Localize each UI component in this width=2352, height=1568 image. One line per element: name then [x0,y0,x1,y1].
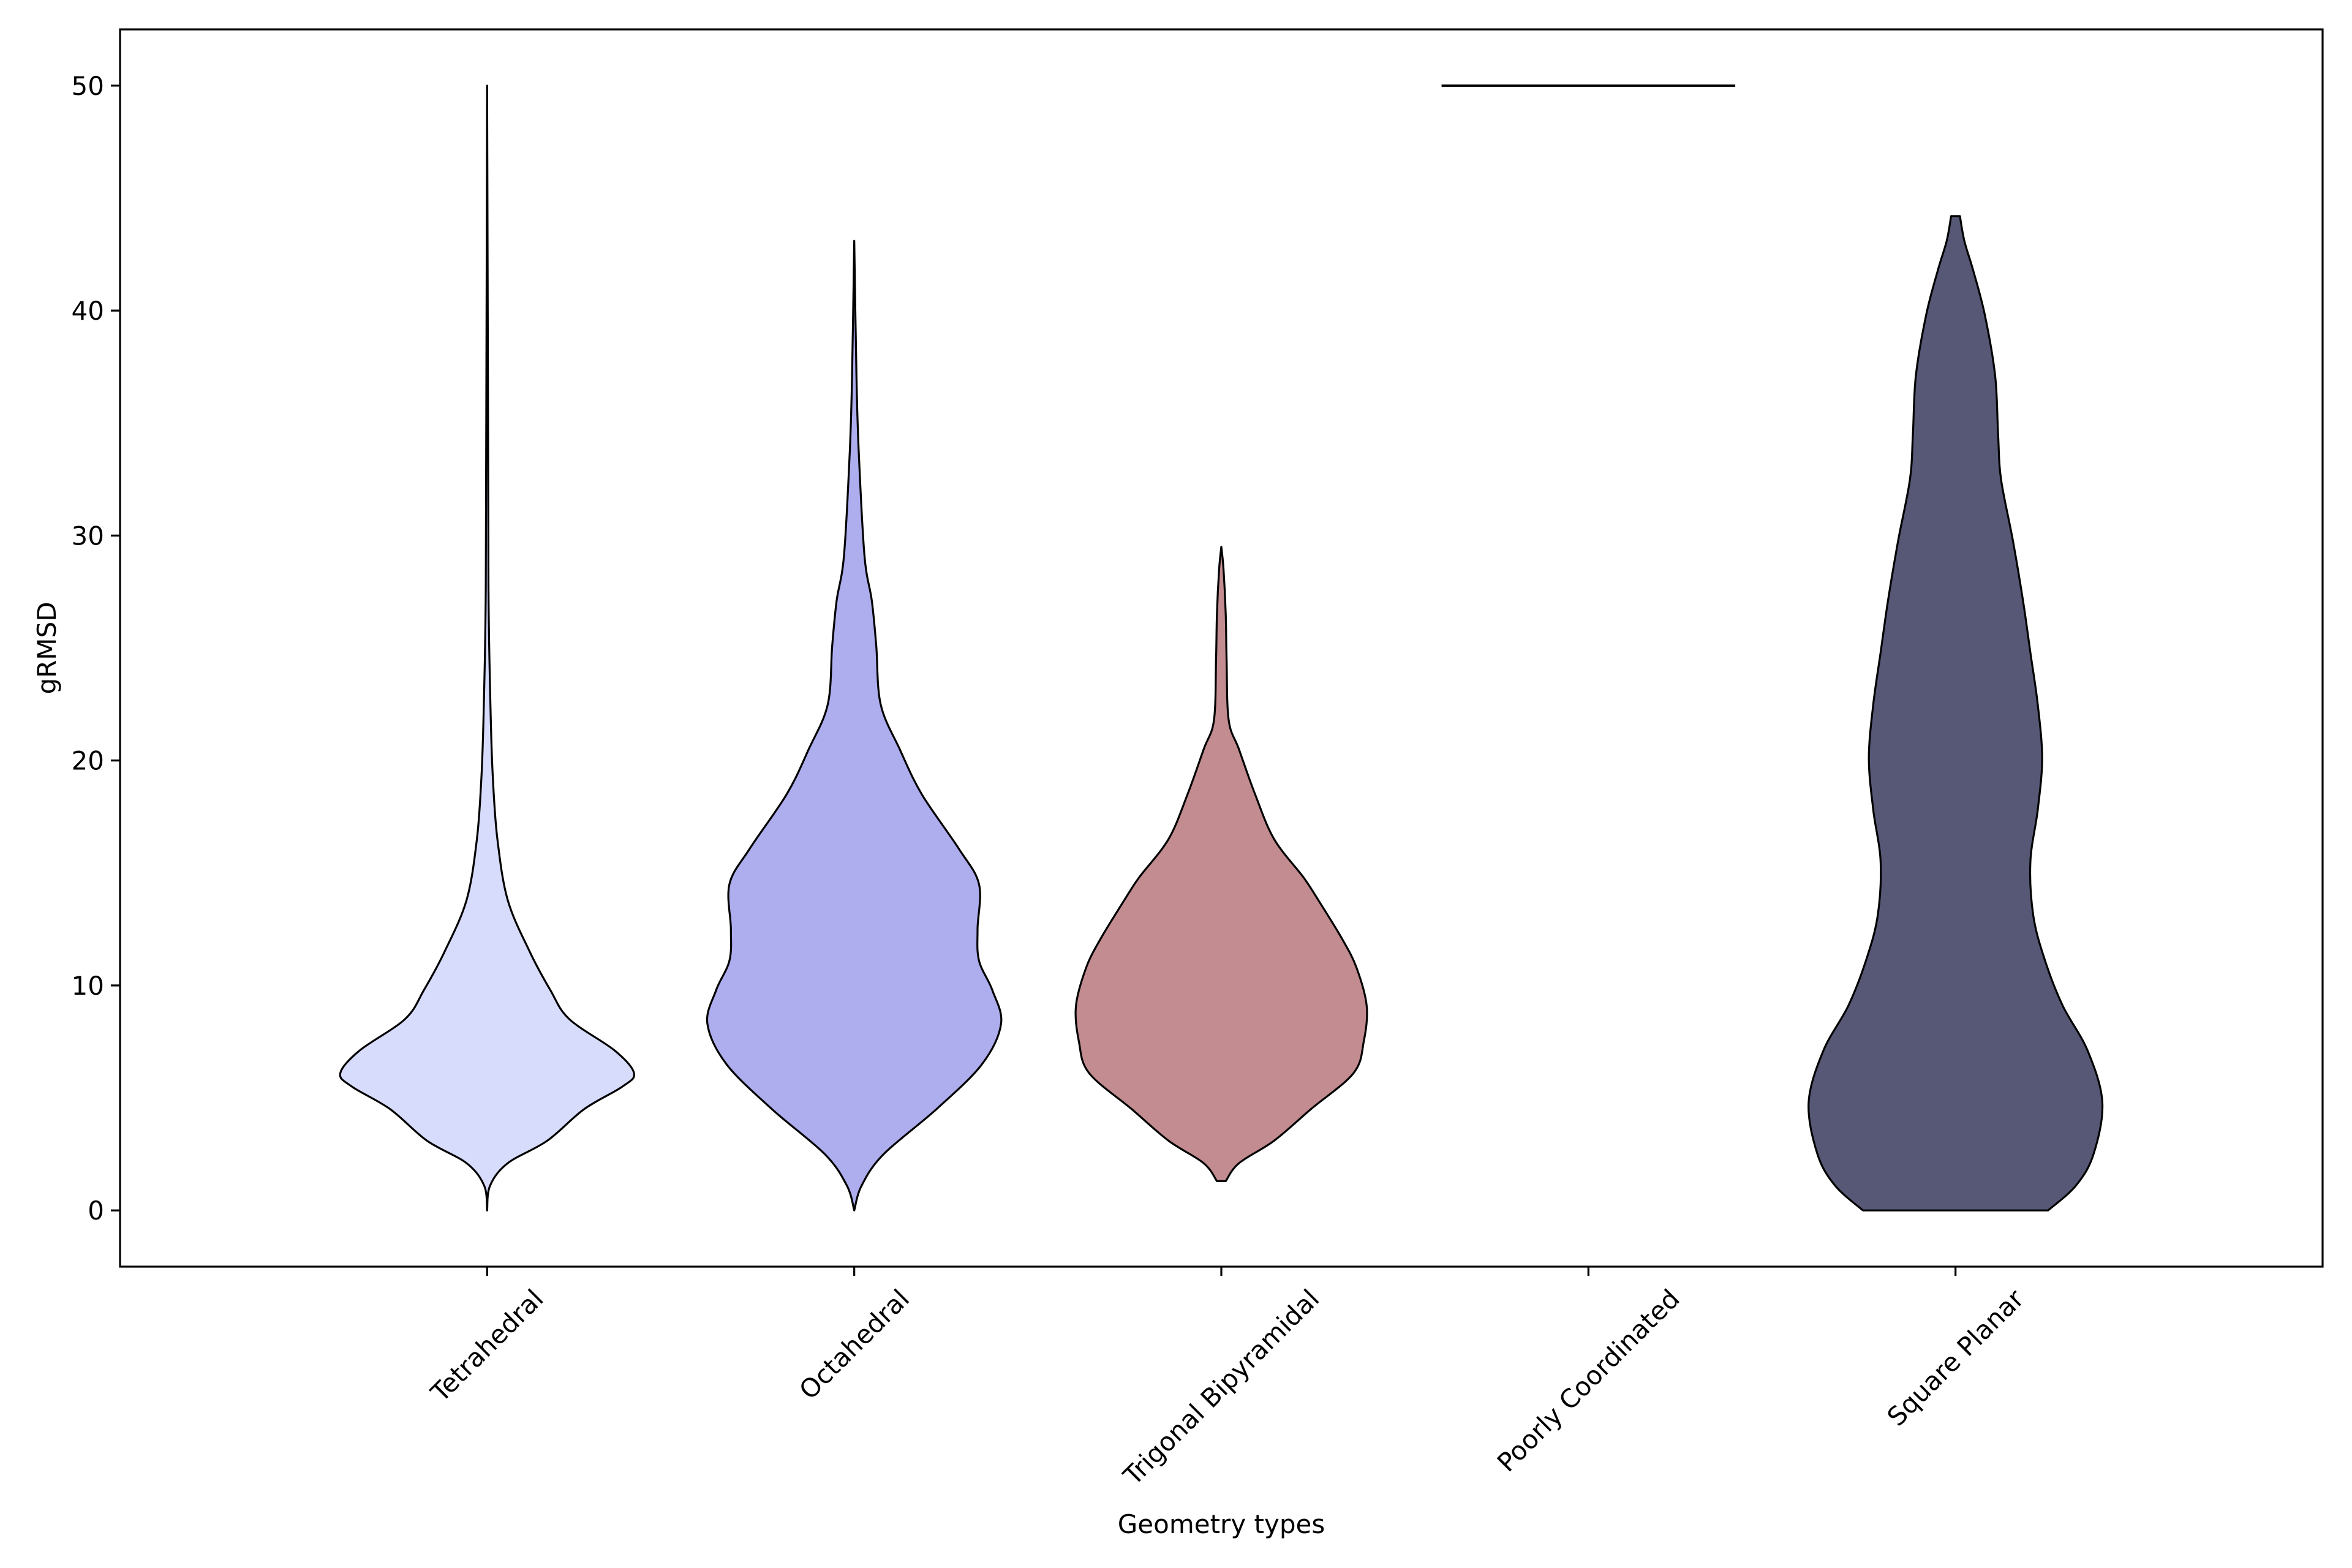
violin-trigonal-bipyramidal [1074,546,1368,1182]
y-tick-label: 50 [72,71,104,101]
violins-group [339,84,2104,1212]
y-tick-label: 10 [72,971,104,1001]
y-axis: 0 10 20 30 40 50 [72,71,120,1226]
y-axis-title: gRMSD [32,601,62,694]
violin-tetrahedral [339,85,636,1212]
y-tick-label: 0 [88,1196,104,1226]
y-tick-label: 40 [72,296,104,326]
x-axis-title: Geometry types [1118,1509,1325,1539]
violin-square-planar [1807,215,2104,1212]
violin-octahedral [706,239,1003,1212]
y-tick-label: 30 [72,521,104,551]
y-tick-label: 20 [72,746,104,776]
